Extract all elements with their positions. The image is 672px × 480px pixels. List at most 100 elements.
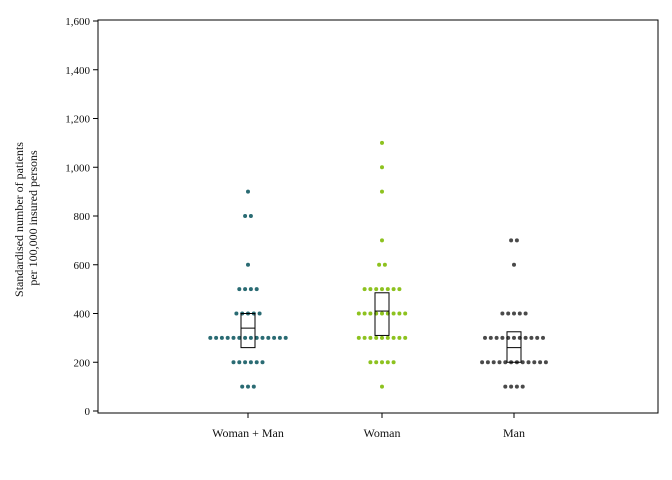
data-point	[520, 360, 525, 365]
data-point	[243, 360, 248, 365]
data-point	[391, 311, 396, 316]
y-tick-label: 200	[74, 357, 91, 369]
data-point	[243, 287, 248, 292]
data-point	[356, 335, 361, 340]
data-point	[260, 360, 265, 365]
data-point	[362, 335, 367, 340]
box	[506, 331, 522, 363]
box	[374, 292, 390, 336]
data-point	[543, 360, 548, 365]
data-point	[368, 287, 373, 292]
data-point	[517, 311, 522, 316]
data-point	[520, 384, 525, 389]
y-tick-label: 400	[74, 309, 91, 321]
data-point	[523, 311, 528, 316]
y-tick-label: 1,400	[65, 65, 90, 77]
data-point	[283, 335, 288, 340]
data-point	[480, 360, 485, 365]
data-point	[237, 287, 242, 292]
data-point	[234, 311, 239, 316]
y-tick-label: 1,000	[65, 162, 90, 174]
y-axis-ticks: 0 200 400 600 800 1,000 1,200 1,400 1,600	[65, 16, 98, 418]
x-tick-label: Man	[503, 426, 525, 440]
data-point	[362, 311, 367, 316]
data-point	[231, 360, 236, 365]
data-point	[485, 360, 490, 365]
data-point	[391, 287, 396, 292]
data-point	[368, 335, 373, 340]
data-point	[374, 287, 379, 292]
data-point	[391, 335, 396, 340]
data-point	[214, 335, 219, 340]
box	[240, 313, 256, 349]
data-point	[500, 311, 505, 316]
data-point	[248, 287, 253, 292]
x-tick-label: Woman	[363, 426, 400, 440]
data-point	[535, 335, 540, 340]
data-point	[500, 335, 505, 340]
data-point	[225, 335, 230, 340]
data-point	[237, 360, 242, 365]
data-point	[374, 335, 379, 340]
data-point	[380, 311, 384, 316]
data-point	[380, 287, 384, 292]
data-point	[514, 238, 519, 243]
data-point	[526, 360, 531, 365]
data-point	[254, 335, 259, 340]
y-axis-title-line-1: Standardised number of patients	[12, 142, 26, 297]
data-point	[488, 335, 493, 340]
data-point	[380, 238, 384, 243]
data-point	[512, 311, 516, 316]
data-point	[380, 140, 384, 145]
data-point	[266, 335, 271, 340]
data-point	[491, 360, 496, 365]
data-point	[403, 335, 408, 340]
data-point	[509, 384, 514, 389]
data-point	[377, 262, 382, 267]
data-point	[231, 335, 236, 340]
data-point	[240, 384, 245, 389]
data-point	[494, 335, 499, 340]
data-point	[219, 335, 224, 340]
data-point	[368, 311, 373, 316]
data-point	[382, 262, 387, 267]
x-axis-labels: Woman + Man Woman Man	[212, 413, 525, 440]
data-point	[248, 360, 253, 365]
data-point	[509, 238, 514, 243]
data-point	[497, 360, 502, 365]
data-point	[368, 360, 373, 365]
y-axis-title: Standardised number of patients per 100,…	[12, 139, 40, 297]
data-point	[243, 335, 248, 340]
data-point	[385, 287, 390, 292]
data-point	[380, 360, 384, 365]
data-point	[374, 360, 379, 365]
data-point	[237, 335, 242, 340]
data-point	[523, 335, 528, 340]
data-point	[503, 384, 508, 389]
data-point	[512, 262, 516, 267]
y-tick-label: 600	[74, 260, 91, 272]
x-tick-label: Woman + Man	[212, 426, 284, 440]
y-tick-label: 1,200	[65, 114, 90, 126]
data-point	[246, 262, 250, 267]
data-point	[397, 335, 402, 340]
data-point	[246, 384, 250, 389]
data-point	[272, 335, 277, 340]
data-point	[532, 360, 537, 365]
y-tick-label: 0	[85, 406, 91, 418]
data-point	[385, 335, 390, 340]
data-point	[512, 335, 516, 340]
data-point	[251, 384, 256, 389]
data-point	[506, 311, 511, 316]
data-point	[538, 360, 543, 365]
data-point	[248, 335, 253, 340]
data-point	[362, 287, 367, 292]
plot-frame	[97, 19, 659, 414]
data-point	[248, 214, 253, 218]
data-point	[391, 360, 396, 365]
data-point	[397, 311, 402, 316]
data-point	[260, 335, 265, 340]
data-point	[254, 287, 259, 292]
data-point	[277, 335, 282, 340]
